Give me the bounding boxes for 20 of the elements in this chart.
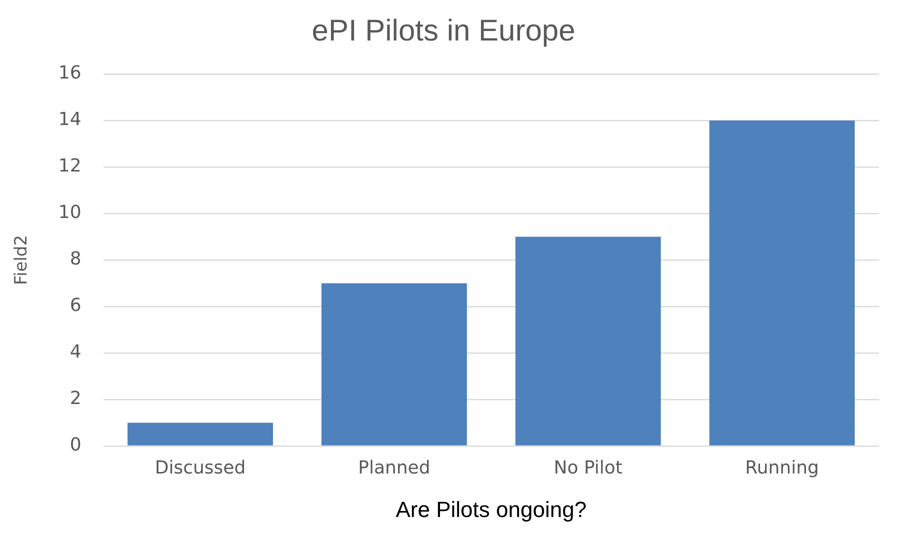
- y-tick-label: 10: [58, 202, 82, 224]
- y-tick-label: 12: [58, 156, 82, 177]
- x-tick-label: Discussed: [154, 457, 246, 478]
- bar: [709, 120, 855, 446]
- bar: [128, 422, 273, 446]
- x-tick-label: Running: [745, 457, 819, 478]
- y-axis-title: Field2: [12, 234, 32, 286]
- bar: [321, 283, 467, 446]
- y-tick-label: 16: [58, 62, 82, 84]
- y-tick-label: 0: [70, 434, 82, 456]
- y-tick-label: 14: [58, 109, 82, 130]
- y-tick-label: 4: [70, 342, 82, 363]
- bar: [515, 236, 661, 446]
- x-tick-label: Planned: [358, 457, 430, 478]
- y-tick-label: 6: [70, 295, 82, 316]
- y-tick-label: 2: [70, 388, 82, 410]
- chart-title: ePI Pilots in Europe: [312, 14, 576, 48]
- x-axis-title: Are Pilots ongoing?: [396, 496, 587, 522]
- x-tick-label: No Pilot: [554, 457, 622, 478]
- y-tick-label: 8: [70, 248, 82, 270]
